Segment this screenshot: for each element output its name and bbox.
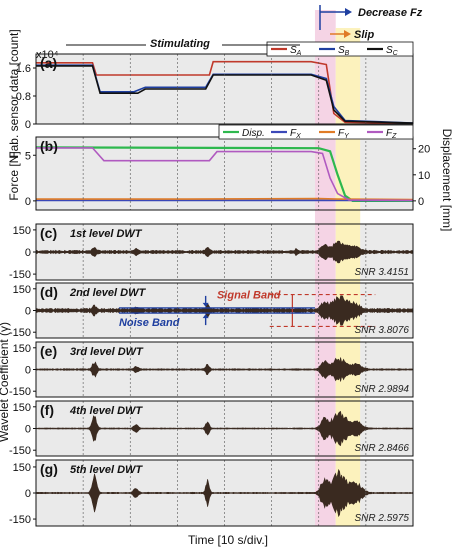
series-line-fz — [36, 147, 414, 202]
exponent-label: x10⁴ — [36, 49, 59, 61]
panel-f-ytick-label: -150 — [9, 445, 31, 457]
panel-f-ytick-label: 150 — [13, 402, 31, 414]
panel-b-legend: Disp. FX FY FZ — [218, 124, 414, 140]
legend-label-0: Disp. — [242, 128, 265, 139]
signal-band-label: Signal Band — [217, 290, 281, 302]
panel-g-title: 5th level DWT — [70, 464, 143, 476]
panel-d-snr: SNR 3.8076 — [355, 325, 410, 336]
legend-label-1: SB — [338, 45, 350, 57]
panel-f-letter: (f) — [40, 402, 54, 418]
panel-f-snr: SNR 2.8466 — [355, 443, 410, 454]
panel-f-title: 4th level DWT — [69, 405, 143, 417]
ylabel-b: Force [N] — [7, 151, 21, 200]
panel-e-ytick-label: -150 — [9, 386, 31, 398]
panel-b-gray-bg-right — [360, 137, 413, 210]
panel-e-title: 3rd level DWT — [70, 346, 144, 358]
noise-arrow-down-head — [202, 302, 209, 307]
decrease-fz-label: Decrease Fz — [358, 7, 423, 19]
panel-d-ytick-label: 150 — [13, 284, 31, 296]
decrease-zone-shading — [314, 10, 336, 526]
panel-d-ytick-label: 0 — [25, 306, 31, 318]
decrease-arrow-head — [345, 8, 352, 16]
xlabel: Time [10 s/div.] — [188, 533, 268, 547]
panel-g-letter: (g) — [40, 461, 58, 477]
panel-c-ytick-label: 150 — [13, 225, 31, 237]
panel-b-ytick-label: 5 — [25, 150, 31, 162]
noise-arrow-up-head — [202, 314, 209, 319]
panel-f-ytick-label: 0 — [25, 424, 31, 436]
legend-label-3: FZ — [386, 128, 397, 140]
panel-e-ytick-label: 0 — [25, 365, 31, 377]
panel-b-letter: (b) — [40, 138, 58, 154]
ylabel-a: Fab. sensor data [count] — [7, 29, 21, 158]
panel-c-ytick-label: -150 — [9, 269, 31, 281]
top-annotations: Decrease Fz Slip Stimulating x10⁴ — [36, 5, 423, 61]
panel-b-y2tick-label: 0 — [418, 196, 424, 208]
stimulating-label-bg — [146, 36, 222, 50]
panel-g-ytick-label: 0 — [25, 488, 31, 500]
slip-arrow-head — [344, 30, 351, 38]
stimulating-label: Stimulating — [150, 38, 210, 50]
panel-e-letter: (e) — [40, 343, 57, 359]
panel-e-ytick-label: 150 — [13, 343, 31, 355]
panel-d-title: 2nd level DWT — [69, 287, 146, 299]
legend-label-2: SC — [386, 45, 399, 57]
slip-label: Slip — [354, 29, 374, 41]
background-layer — [36, 10, 413, 526]
panel-a-ytick-label: 0 — [25, 119, 31, 131]
panel-c-title: 1st level DWT — [70, 228, 143, 240]
panel-a-ytick-label: 0.8 — [16, 91, 31, 103]
panel-c-ytick-label: 0 — [25, 247, 31, 259]
panel-a-frame — [35, 53, 414, 125]
legend-box — [218, 124, 414, 140]
panel-b-y2tick-label: 20 — [418, 144, 430, 156]
legend-box — [266, 41, 414, 57]
panel-a-letter: (a) — [40, 55, 57, 71]
series-line-sc — [36, 65, 414, 124]
series-line-sa — [36, 60, 414, 125]
legend-label-1: FX — [290, 128, 301, 140]
panel-a-ytick-label: 1.6 — [16, 63, 31, 75]
panel-b-gray-bg — [36, 137, 315, 210]
ylabel-b-right: Displacement [mm] — [440, 129, 454, 232]
legend-label-0: SA — [290, 45, 302, 57]
ylabel-dwt: Wavelet Coefficient (γ) — [0, 322, 11, 442]
panel-g-snr: SNR 2.5975 — [355, 513, 410, 524]
panel-g-ytick-label: 150 — [13, 462, 31, 474]
panel-a-gray-bg-right — [360, 54, 413, 124]
panel-b-ytick-label: 0 — [25, 196, 31, 208]
panel-g-ytick-label: -150 — [9, 514, 31, 526]
panel-d-ytick-label: -150 — [9, 327, 31, 339]
panel-a-legend: SA SB SC — [266, 41, 414, 57]
panel-e-snr: SNR 2.9894 — [355, 384, 410, 395]
legend-label-2: FY — [338, 128, 350, 140]
panel-b-y2tick-label: 10 — [418, 170, 430, 182]
panel-c-letter: (c) — [40, 225, 57, 241]
noise-band-label: Noise Band — [119, 317, 180, 329]
panel-c-snr: SNR 3.4151 — [355, 267, 409, 278]
axis-titles: Fab. sensor data [count] Force [N] Displ… — [0, 29, 454, 547]
panel-d-letter: (d) — [40, 284, 58, 300]
axis-layer: 1.6 0.8 0 (a) SA SB SC 5 0 (b) 20 10 0 Disp. FX FY FZ 150… — [9, 41, 430, 527]
